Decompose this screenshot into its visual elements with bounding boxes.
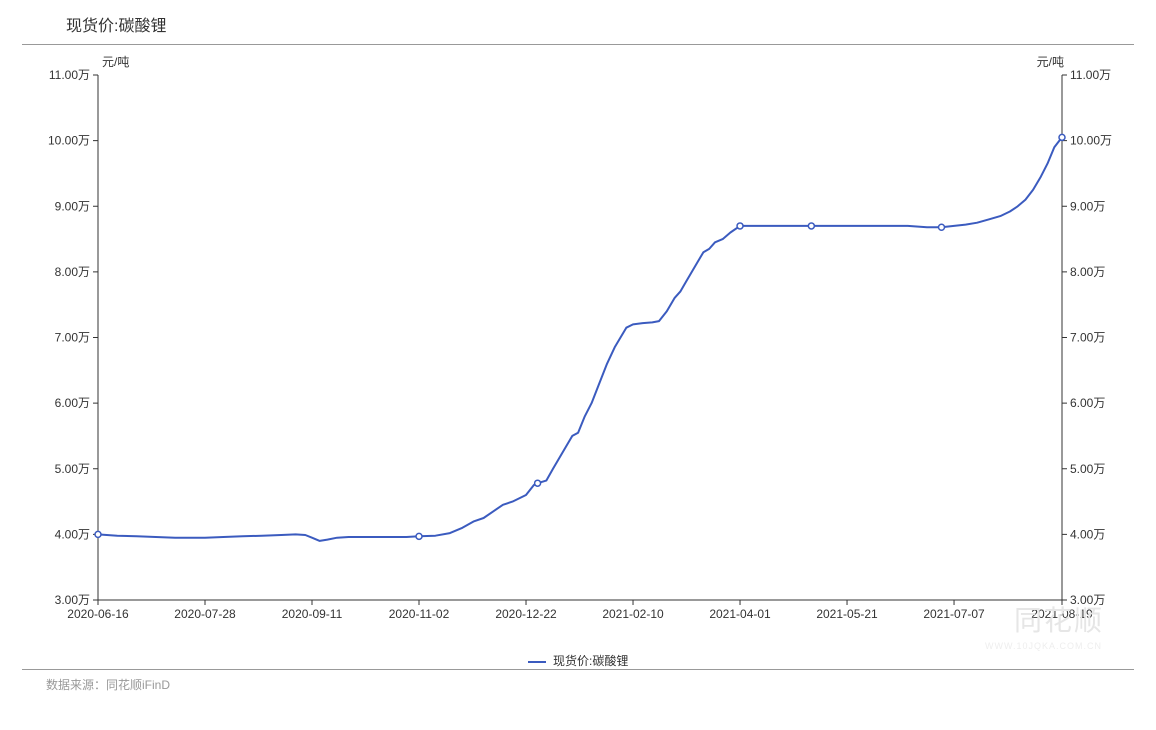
svg-text:4.00万: 4.00万 — [1070, 527, 1105, 541]
svg-text:3.00万: 3.00万 — [55, 593, 90, 607]
svg-text:10.00万: 10.00万 — [1070, 134, 1112, 148]
svg-text:9.00万: 9.00万 — [1070, 199, 1105, 213]
svg-text:2020-11-02: 2020-11-02 — [389, 607, 450, 621]
svg-text:2020-09-11: 2020-09-11 — [282, 607, 343, 621]
svg-text:10.00万: 10.00万 — [48, 134, 90, 148]
y-axis-unit-left: 元/吨 — [102, 53, 129, 70]
svg-text:8.00万: 8.00万 — [55, 265, 90, 279]
legend: 现货价:碳酸锂 — [22, 652, 1134, 669]
data-source-line: 数据来源：同花顺iFinD — [22, 669, 1134, 693]
chart-title: 现货价:碳酸锂 — [22, 0, 1134, 45]
svg-text:2021-05-21: 2021-05-21 — [816, 607, 878, 621]
svg-text:2021-08-19: 2021-08-19 — [1031, 607, 1093, 621]
svg-text:2020-07-28: 2020-07-28 — [174, 607, 236, 621]
svg-text:3.00万: 3.00万 — [1070, 593, 1105, 607]
chart-container: 元/吨 元/吨 3.00万 3.00万 4.00万 4.00万 5.00万 5.00万 6.… — [22, 45, 1134, 669]
svg-text:6.00万: 6.00万 — [55, 396, 90, 410]
svg-text:11.00万: 11.00万 — [1070, 68, 1111, 82]
svg-text:2021-02-10: 2021-02-10 — [602, 607, 664, 621]
svg-text:2020-06-16: 2020-06-16 — [67, 607, 129, 621]
y-axis-unit-right: 元/吨 — [1037, 53, 1064, 70]
svg-text:5.00万: 5.00万 — [1070, 462, 1105, 476]
svg-text:7.00万: 7.00万 — [55, 331, 90, 345]
svg-text:11.00万: 11.00万 — [49, 68, 90, 82]
svg-text:5.00万: 5.00万 — [55, 462, 90, 476]
svg-text:7.00万: 7.00万 — [1070, 331, 1105, 345]
legend-label: 现货价:碳酸锂 — [553, 654, 628, 668]
line-chart: 3.00万 3.00万 4.00万 4.00万 5.00万 5.00万 6.00万 6.00万… — [22, 45, 1134, 645]
svg-text:6.00万: 6.00万 — [1070, 396, 1105, 410]
svg-text:2021-07-07: 2021-07-07 — [923, 607, 985, 621]
svg-text:4.00万: 4.00万 — [55, 527, 90, 541]
svg-text:2021-04-01: 2021-04-01 — [709, 607, 771, 621]
svg-text:9.00万: 9.00万 — [55, 199, 90, 213]
svg-text:2020-12-22: 2020-12-22 — [495, 607, 557, 621]
legend-swatch — [528, 661, 546, 663]
svg-text:8.00万: 8.00万 — [1070, 265, 1105, 279]
